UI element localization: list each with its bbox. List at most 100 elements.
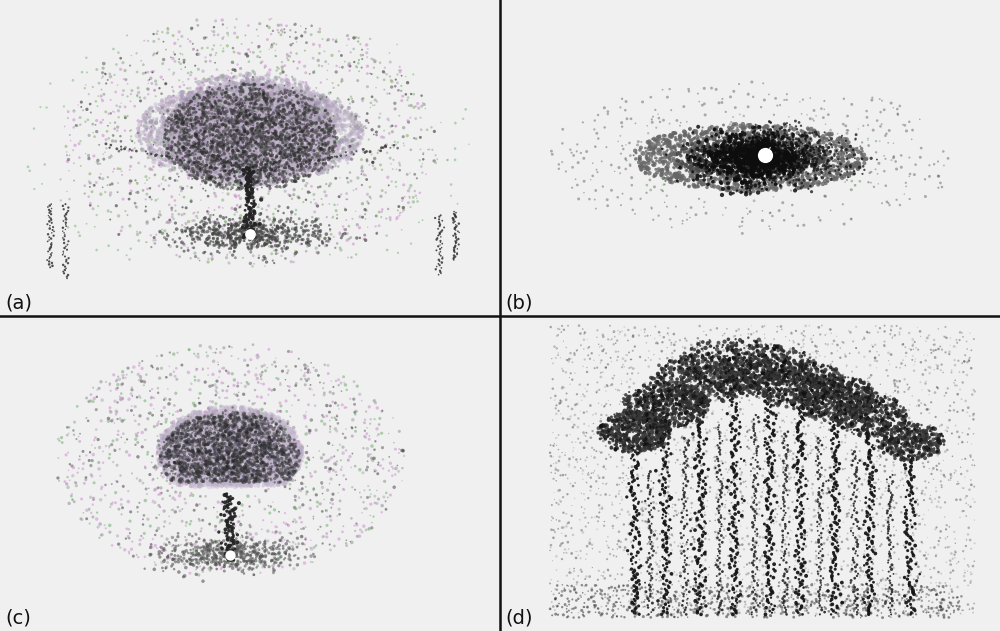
Point (178, 203, 194, 213)
Point (895, 428, 911, 438)
Point (717, 146, 733, 156)
Point (634, 582, 650, 593)
Point (163, 476, 179, 486)
Point (913, 357, 929, 367)
Point (813, 373, 829, 383)
Point (237, 225, 253, 235)
Point (861, 479, 877, 489)
Point (772, 146, 788, 156)
Point (264, 165, 280, 175)
Point (323, 150, 339, 160)
Point (751, 178, 767, 188)
Point (253, 421, 269, 431)
Point (320, 112, 336, 122)
Point (258, 114, 274, 124)
Point (645, 372, 661, 382)
Point (772, 151, 788, 161)
Point (160, 141, 176, 151)
Point (160, 434, 176, 444)
Point (255, 176, 271, 186)
Point (181, 216, 197, 227)
Point (611, 527, 627, 537)
Point (650, 413, 666, 423)
Point (285, 142, 301, 152)
Point (168, 468, 184, 478)
Point (317, 138, 333, 148)
Point (259, 159, 275, 169)
Point (225, 129, 241, 139)
Point (718, 129, 734, 139)
Point (296, 93, 312, 103)
Point (332, 228, 348, 238)
Point (246, 175, 262, 186)
Point (790, 221, 806, 231)
Point (815, 153, 831, 163)
Point (786, 180, 802, 190)
Point (684, 400, 700, 410)
Point (644, 433, 660, 443)
Point (232, 134, 248, 144)
Point (191, 134, 207, 144)
Point (707, 151, 723, 161)
Point (132, 92, 148, 102)
Point (206, 548, 222, 558)
Point (185, 117, 201, 127)
Point (691, 177, 707, 187)
Point (188, 128, 204, 138)
Point (174, 166, 190, 176)
Point (141, 124, 157, 134)
Point (169, 429, 185, 439)
Point (226, 473, 242, 483)
Point (839, 603, 855, 613)
Point (249, 449, 265, 459)
Point (320, 153, 336, 163)
Point (645, 439, 661, 449)
Point (707, 139, 723, 149)
Point (937, 512, 953, 522)
Point (651, 506, 667, 516)
Point (704, 147, 720, 157)
Point (271, 456, 287, 466)
Point (278, 70, 294, 80)
Point (770, 148, 786, 158)
Point (813, 514, 829, 524)
Point (809, 399, 825, 409)
Point (885, 407, 901, 417)
Point (936, 587, 952, 597)
Point (183, 429, 199, 439)
Point (196, 162, 212, 172)
Point (930, 156, 946, 167)
Point (905, 438, 921, 448)
Point (187, 420, 203, 430)
Point (848, 413, 864, 423)
Point (283, 151, 299, 161)
Point (626, 432, 642, 442)
Point (200, 124, 216, 134)
Point (675, 391, 691, 401)
Point (214, 114, 230, 124)
Point (850, 416, 866, 426)
Point (884, 414, 900, 424)
Point (735, 186, 751, 196)
Point (203, 444, 219, 454)
Point (221, 493, 237, 503)
Point (907, 510, 923, 521)
Point (293, 114, 309, 124)
Point (711, 392, 727, 403)
Point (209, 141, 225, 151)
Point (822, 383, 838, 393)
Point (752, 376, 768, 386)
Point (647, 374, 663, 384)
Point (199, 93, 215, 103)
Point (931, 430, 947, 440)
Point (198, 131, 214, 141)
Point (258, 114, 274, 124)
Point (803, 145, 819, 155)
Point (686, 372, 702, 382)
Point (245, 167, 261, 177)
Point (804, 386, 820, 396)
Point (282, 217, 298, 227)
Point (235, 468, 251, 478)
Point (234, 114, 250, 124)
Point (696, 370, 712, 380)
